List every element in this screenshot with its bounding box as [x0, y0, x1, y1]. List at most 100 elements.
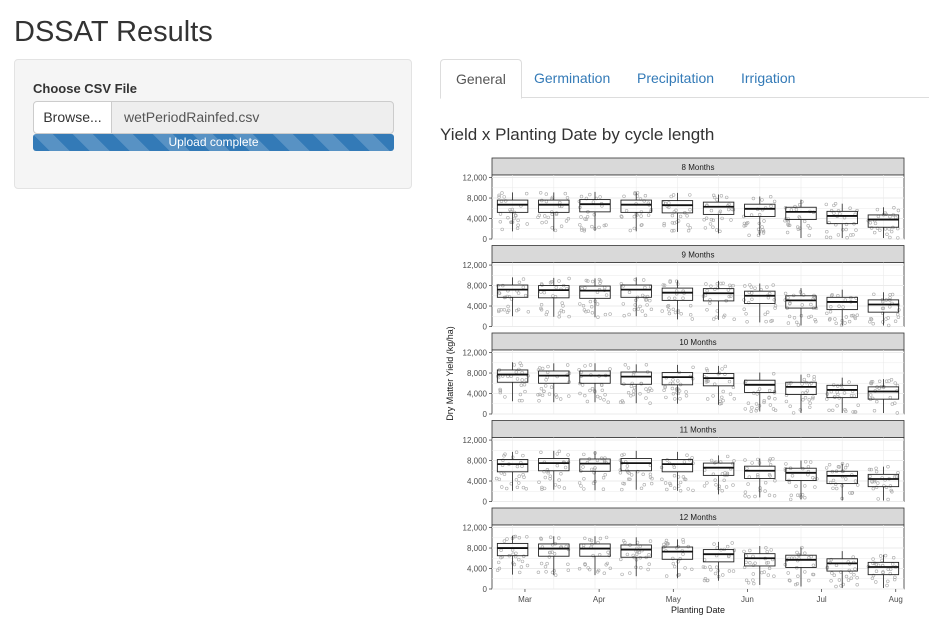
box: [826, 558, 858, 572]
data-point: [750, 461, 754, 465]
data-point: [679, 312, 683, 316]
data-point: [542, 469, 546, 474]
data-point: [592, 212, 597, 217]
data-point: [634, 298, 638, 303]
data-point: [847, 319, 852, 324]
data-point: [701, 565, 706, 569]
data-point: [815, 477, 819, 481]
data-point: [514, 213, 518, 218]
data-point: [834, 482, 838, 486]
data-point: [690, 567, 694, 571]
box: [702, 462, 735, 476]
plot-title: Yield x Planting Date by cycle length: [440, 125, 715, 144]
data-point: [567, 276, 571, 281]
data-point: [567, 314, 571, 319]
data-point: [607, 553, 612, 558]
data-point: [671, 307, 676, 312]
data-point: [665, 574, 669, 578]
data-point: [873, 221, 878, 226]
data-point: [807, 578, 811, 583]
data-point: [537, 480, 541, 484]
data-point: [678, 557, 682, 561]
data-point: [670, 221, 675, 225]
data-point: [521, 453, 525, 458]
box: [867, 214, 900, 228]
facet-label: 8 Months: [682, 163, 715, 172]
data-point: [667, 311, 672, 316]
data-point: [497, 193, 501, 197]
data-point: [714, 315, 719, 319]
data-point: [540, 220, 544, 225]
data-point: [622, 452, 626, 457]
browse-button[interactable]: Browse...: [33, 101, 112, 134]
data-point: [764, 546, 768, 550]
data-point: [577, 368, 581, 372]
data-point: [761, 231, 766, 235]
tab-precipitation[interactable]: Precipitation: [637, 70, 715, 86]
data-point: [566, 453, 570, 457]
data-point: [675, 279, 679, 283]
tab-general[interactable]: General: [440, 59, 522, 99]
data-point: [747, 300, 751, 305]
data-point: [761, 228, 765, 232]
data-point: [801, 293, 806, 297]
data-point: [893, 577, 897, 582]
data-point: [788, 404, 792, 408]
data-point: [646, 567, 650, 572]
file-name-field[interactable]: wetPeriodRainfed.csv: [111, 101, 394, 134]
data-point: [588, 567, 592, 572]
data-point: [577, 567, 582, 571]
data-point: [834, 584, 838, 589]
data-point: [517, 557, 521, 562]
data-point: [664, 538, 669, 543]
data-point: [803, 484, 807, 488]
data-point: [498, 220, 502, 224]
data-point: [808, 401, 812, 405]
facet-label: 9 Months: [682, 251, 715, 260]
data-point: [618, 471, 623, 475]
data-point: [500, 227, 504, 232]
data-point: [765, 550, 769, 554]
data-point: [896, 312, 900, 317]
data-point: [784, 393, 789, 397]
data-point: [590, 387, 595, 391]
data-point: [542, 290, 547, 295]
data-point: [640, 223, 644, 227]
box: [785, 554, 817, 568]
data-point: [743, 407, 747, 411]
tab-irrigation[interactable]: Irrigation: [741, 70, 796, 86]
data-point: [772, 199, 777, 204]
data-point: [542, 389, 546, 394]
data-point: [596, 570, 600, 574]
data-point: [520, 378, 524, 382]
data-point: [659, 465, 664, 470]
data-point: [828, 235, 833, 240]
data-point: [500, 485, 504, 489]
box: [785, 381, 817, 395]
data-point: [803, 219, 807, 224]
data-point: [583, 393, 587, 398]
y-tick-label: 0: [483, 235, 488, 244]
data-point: [825, 229, 829, 234]
upload-progress-text: Upload complete: [168, 135, 259, 149]
data-point: [691, 365, 695, 370]
tab-germination[interactable]: Germination: [534, 70, 611, 86]
data-point: [648, 475, 653, 479]
box: [826, 210, 858, 225]
data-point: [828, 310, 833, 314]
data-point: [603, 312, 608, 317]
box: [620, 458, 652, 472]
y-tick-label: 4,000: [467, 390, 488, 399]
data-point: [871, 396, 875, 401]
data-point: [874, 485, 879, 489]
data-point: [811, 395, 815, 399]
y-tick-label: 4,000: [467, 215, 488, 224]
data-point: [601, 487, 606, 491]
data-point: [834, 321, 838, 326]
data-point: [557, 536, 561, 540]
data-point: [515, 308, 519, 313]
data-point: [800, 545, 804, 550]
data-point: [635, 213, 639, 217]
data-point: [773, 397, 777, 401]
data-point: [724, 485, 729, 489]
